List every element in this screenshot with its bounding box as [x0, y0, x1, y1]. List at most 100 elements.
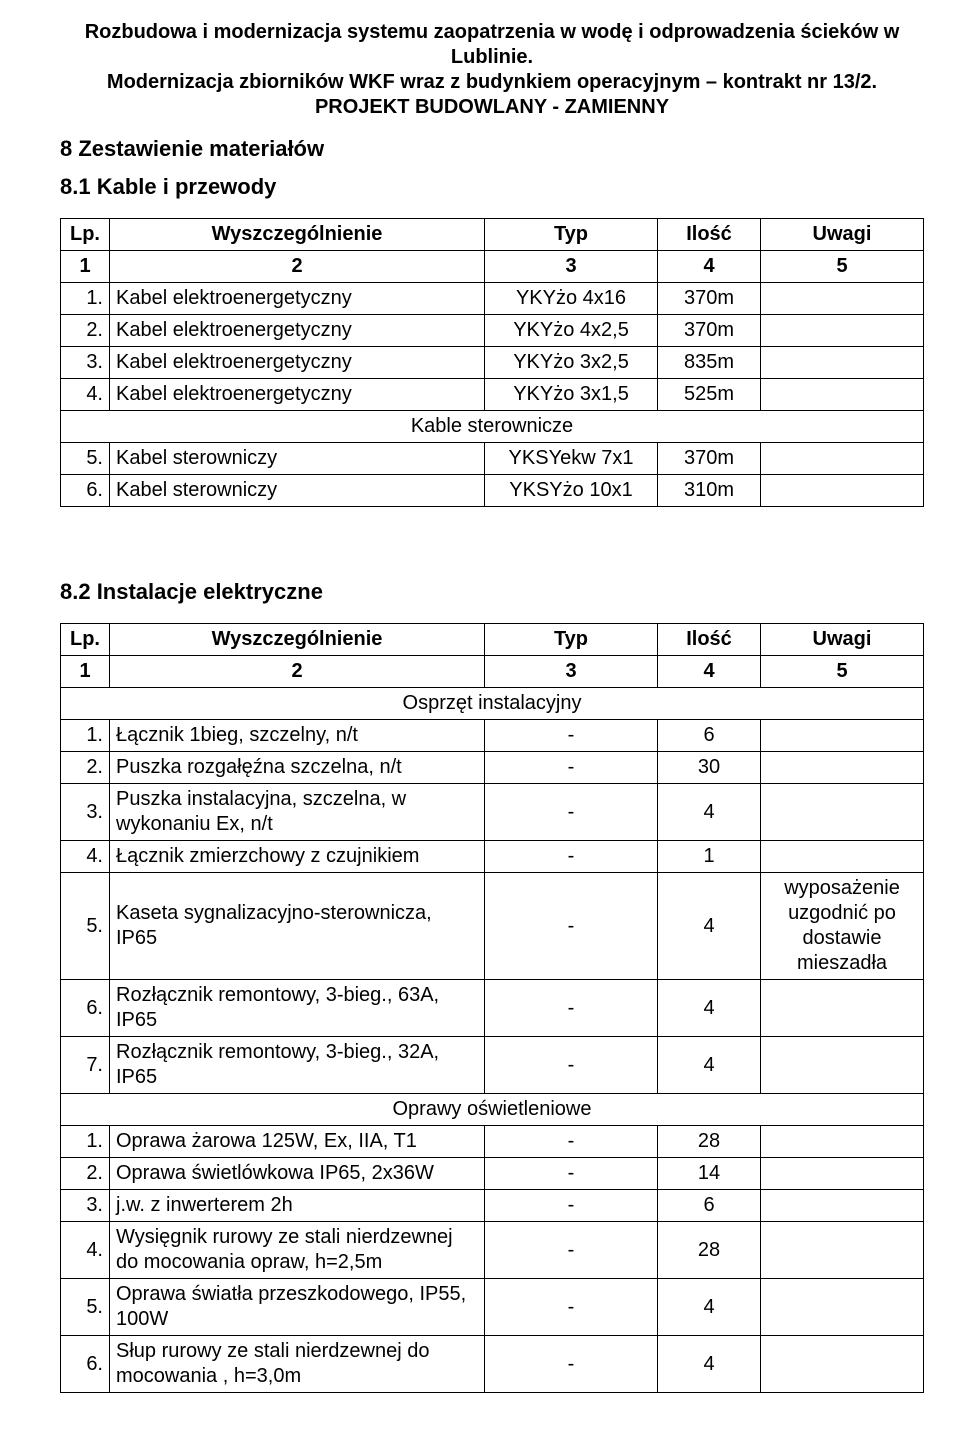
col-uwagi: Uwagi: [761, 219, 924, 251]
cell-lp: 6.: [61, 980, 110, 1037]
cell-name: Kabel sterowniczy: [110, 443, 485, 475]
cell-name: Łącznik zmierzchowy z czujnikiem: [110, 841, 485, 873]
cell-lp: 5.: [61, 1279, 110, 1336]
cell-typ: -: [485, 1190, 658, 1222]
cell-typ: -: [485, 841, 658, 873]
table-section-row: Osprzęt instalacyjny: [61, 688, 924, 720]
cell-lp: 4.: [61, 841, 110, 873]
cell-name: Słup rurowy ze stali nierdzewnej do moco…: [110, 1336, 485, 1393]
cell-uwagi: [761, 720, 924, 752]
cell-typ: -: [485, 1037, 658, 1094]
cell-typ: -: [485, 784, 658, 841]
cell-uwagi: [761, 1279, 924, 1336]
cell-name: Wysięgnik rurowy ze stali nierdzewnej do…: [110, 1222, 485, 1279]
cell-ilosc: 30: [658, 752, 761, 784]
cell-typ: YKYżo 4x16: [485, 283, 658, 315]
numcell: 5: [761, 251, 924, 283]
col-ilosc: Ilość: [658, 219, 761, 251]
table-row: 1.Oprawa żarowa 125W, Ex, IIA, T1-28: [61, 1126, 924, 1158]
col-typ: Typ: [485, 624, 658, 656]
section-label: Kable sterownicze: [61, 411, 924, 443]
cell-uwagi: [761, 379, 924, 411]
cell-uwagi: [761, 315, 924, 347]
cell-lp: 2.: [61, 1158, 110, 1190]
cell-uwagi: [761, 784, 924, 841]
cell-uwagi: [761, 752, 924, 784]
col-name: Wyszczególnienie: [110, 219, 485, 251]
header-line-2: Modernizacja zbiorników WKF wraz z budyn…: [60, 70, 924, 95]
cell-ilosc: 370m: [658, 283, 761, 315]
numcell: 3: [485, 656, 658, 688]
cell-lp: 3.: [61, 784, 110, 841]
numcell: 2: [110, 251, 485, 283]
section-8-1-title: 8.1 Kable i przewody: [60, 174, 924, 200]
cell-lp: 6.: [61, 475, 110, 507]
cell-lp: 2.: [61, 752, 110, 784]
cell-uwagi: [761, 1336, 924, 1393]
cell-typ: -: [485, 720, 658, 752]
col-ilosc: Ilość: [658, 624, 761, 656]
cell-uwagi: [761, 1190, 924, 1222]
col-typ: Typ: [485, 219, 658, 251]
cell-ilosc: 6: [658, 1190, 761, 1222]
col-uwagi: Uwagi: [761, 624, 924, 656]
cell-lp: 1.: [61, 283, 110, 315]
table-row: 1.Łącznik 1bieg, szczelny, n/t-6: [61, 720, 924, 752]
cell-name: Kabel sterowniczy: [110, 475, 485, 507]
numcell: 4: [658, 251, 761, 283]
cell-typ: -: [485, 1279, 658, 1336]
cell-typ: YKYżo 3x1,5: [485, 379, 658, 411]
cell-uwagi: wyposażenie uzgodnić po dostawie mieszad…: [761, 873, 924, 980]
cell-name: Puszka instalacyjna, szczelna, w wykonan…: [110, 784, 485, 841]
table-row: 2.Puszka rozgałęźna szczelna, n/t-30: [61, 752, 924, 784]
cell-name: Oprawa światła przeszkodowego, IP55, 100…: [110, 1279, 485, 1336]
table-row: 4.Kabel elektroenergetycznyYKYżo 3x1,552…: [61, 379, 924, 411]
header-line-1: Rozbudowa i modernizacja systemu zaopatr…: [60, 20, 924, 70]
cell-ilosc: 370m: [658, 443, 761, 475]
numcell: 3: [485, 251, 658, 283]
col-lp: Lp.: [61, 624, 110, 656]
cell-ilosc: 28: [658, 1222, 761, 1279]
section-8-title: 8 Zestawienie materiałów: [60, 136, 924, 162]
cell-name: Kabel elektroenergetyczny: [110, 315, 485, 347]
numcell: 5: [761, 656, 924, 688]
table-row: 6.Kabel sterowniczyYKSYżo 10x1310m: [61, 475, 924, 507]
cell-name: Oprawa świetlówkowa IP65, 2x36W: [110, 1158, 485, 1190]
section-8-2-title: 8.2 Instalacje elektryczne: [60, 579, 924, 605]
cell-uwagi: [761, 1222, 924, 1279]
cell-typ: -: [485, 1222, 658, 1279]
table-row: 2.Oprawa świetlówkowa IP65, 2x36W-14: [61, 1158, 924, 1190]
numcell: 1: [61, 656, 110, 688]
table-installations: Lp. Wyszczególnienie Typ Ilość Uwagi 1 2…: [60, 623, 924, 1393]
table-row: 5.Oprawa światła przeszkodowego, IP55, 1…: [61, 1279, 924, 1336]
cell-ilosc: 525m: [658, 379, 761, 411]
cell-lp: 1.: [61, 720, 110, 752]
table-row: 6.Słup rurowy ze stali nierdzewnej do mo…: [61, 1336, 924, 1393]
table-row: 5.Kabel sterowniczyYKSYekw 7x1370m: [61, 443, 924, 475]
cell-name: Kabel elektroenergetyczny: [110, 347, 485, 379]
cell-name: Rozłącznik remontowy, 3-bieg., 32A, IP65: [110, 1037, 485, 1094]
table-cables: Lp. Wyszczególnienie Typ Ilość Uwagi 1 2…: [60, 218, 924, 507]
cell-ilosc: 4: [658, 1037, 761, 1094]
cell-uwagi: [761, 1126, 924, 1158]
cell-name: Rozłącznik remontowy, 3-bieg., 63A, IP65: [110, 980, 485, 1037]
cell-ilosc: 4: [658, 1336, 761, 1393]
table-row: 1.Kabel elektroenergetycznyYKYżo 4x16370…: [61, 283, 924, 315]
col-lp: Lp.: [61, 219, 110, 251]
cell-typ: -: [485, 1158, 658, 1190]
cell-typ: -: [485, 1336, 658, 1393]
cell-ilosc: 1: [658, 841, 761, 873]
cell-typ: YKYżo 3x2,5: [485, 347, 658, 379]
cell-name: Kabel elektroenergetyczny: [110, 283, 485, 315]
cell-name: j.w. z inwerterem 2h: [110, 1190, 485, 1222]
table-row: 4.Wysięgnik rurowy ze stali nierdzewnej …: [61, 1222, 924, 1279]
cell-ilosc: 835m: [658, 347, 761, 379]
cell-ilosc: 4: [658, 784, 761, 841]
cell-ilosc: 4: [658, 980, 761, 1037]
cell-ilosc: 14: [658, 1158, 761, 1190]
table-row: 2.Kabel elektroenergetycznyYKYżo 4x2,537…: [61, 315, 924, 347]
cell-lp: 5.: [61, 873, 110, 980]
cell-uwagi: [761, 841, 924, 873]
document-header: Rozbudowa i modernizacja systemu zaopatr…: [60, 20, 924, 120]
numcell: 4: [658, 656, 761, 688]
